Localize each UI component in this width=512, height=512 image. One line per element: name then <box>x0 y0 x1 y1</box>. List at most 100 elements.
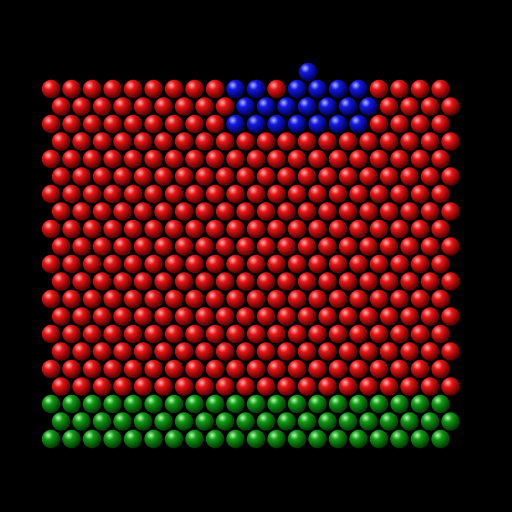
red-atom <box>92 307 112 326</box>
blue-atom <box>267 114 286 134</box>
green-atom <box>103 394 122 414</box>
red-atom <box>62 254 81 274</box>
green-atom <box>144 394 163 414</box>
red-atom <box>82 289 102 309</box>
red-atom <box>369 324 389 344</box>
red-atom <box>338 202 358 221</box>
red-atom <box>154 377 173 396</box>
green-atom <box>236 412 255 431</box>
red-atom <box>133 307 153 326</box>
red-atom <box>133 132 153 151</box>
red-atom <box>410 254 430 274</box>
red-atom <box>103 324 122 344</box>
green-atom <box>359 412 378 431</box>
red-atom <box>226 289 245 309</box>
red-atom <box>226 359 245 379</box>
red-atom <box>359 167 378 186</box>
green-atom <box>185 394 204 414</box>
green-atom <box>164 429 184 449</box>
red-atom <box>133 272 153 291</box>
blue-atom <box>226 114 245 134</box>
red-atom <box>51 167 71 186</box>
green-atom <box>390 394 409 414</box>
red-atom <box>51 377 71 396</box>
red-atom <box>195 97 214 116</box>
blue-atom <box>287 114 307 134</box>
red-atom <box>246 149 266 169</box>
red-atom <box>185 219 204 239</box>
red-atom <box>133 237 153 256</box>
red-atom <box>431 149 450 169</box>
red-atom <box>62 324 81 344</box>
blue-atom <box>328 114 348 134</box>
red-atom <box>205 359 225 379</box>
green-atom <box>51 412 71 431</box>
red-atom <box>164 114 184 134</box>
red-atom <box>441 237 460 256</box>
red-atom <box>144 324 163 344</box>
blue-atom <box>328 79 348 99</box>
red-atom <box>113 167 132 186</box>
red-atom <box>41 184 61 204</box>
red-atom <box>144 219 163 239</box>
red-atom <box>441 97 460 116</box>
red-atom <box>379 202 399 221</box>
red-atom <box>410 324 430 344</box>
red-atom <box>431 184 450 204</box>
red-atom <box>287 184 307 204</box>
red-atom <box>441 167 460 186</box>
red-atom <box>51 97 71 116</box>
red-atom <box>369 289 389 309</box>
red-atom <box>431 289 450 309</box>
red-atom <box>92 167 112 186</box>
red-atom <box>308 254 327 274</box>
red-atom <box>185 359 204 379</box>
blue-atom <box>256 97 276 116</box>
red-atom <box>113 377 132 396</box>
red-atom <box>185 149 204 169</box>
red-atom <box>441 132 460 151</box>
red-atom <box>400 342 419 361</box>
red-atom <box>226 219 245 239</box>
red-atom <box>297 342 317 361</box>
red-atom <box>410 219 430 239</box>
blue-atom <box>298 62 318 82</box>
red-atom <box>164 289 184 309</box>
red-atom <box>236 237 255 256</box>
red-atom <box>410 359 430 379</box>
red-atom <box>328 289 348 309</box>
red-atom <box>215 237 235 256</box>
red-atom <box>154 237 173 256</box>
red-atom <box>51 272 71 291</box>
red-atom <box>410 149 430 169</box>
green-atom <box>174 412 194 431</box>
red-atom <box>195 132 214 151</box>
red-atom <box>349 254 368 274</box>
red-atom <box>400 237 419 256</box>
red-atom <box>82 254 102 274</box>
red-atom <box>174 97 194 116</box>
red-atom <box>297 132 317 151</box>
green-atom <box>92 412 112 431</box>
green-atom <box>226 429 245 449</box>
red-atom <box>349 184 368 204</box>
red-atom <box>113 237 132 256</box>
red-atom <box>82 149 102 169</box>
red-atom <box>195 202 214 221</box>
red-atom <box>174 342 194 361</box>
red-atom <box>277 132 296 151</box>
red-atom <box>390 289 409 309</box>
green-atom <box>369 429 389 449</box>
red-atom <box>349 149 368 169</box>
red-atom <box>369 114 389 134</box>
red-atom <box>185 289 204 309</box>
red-atom <box>205 114 225 134</box>
red-atom <box>308 289 327 309</box>
green-atom <box>72 412 91 431</box>
red-atom <box>236 202 255 221</box>
red-atom <box>72 132 91 151</box>
red-atom <box>123 219 143 239</box>
red-atom <box>41 289 61 309</box>
red-atom <box>328 254 348 274</box>
green-atom <box>123 394 143 414</box>
